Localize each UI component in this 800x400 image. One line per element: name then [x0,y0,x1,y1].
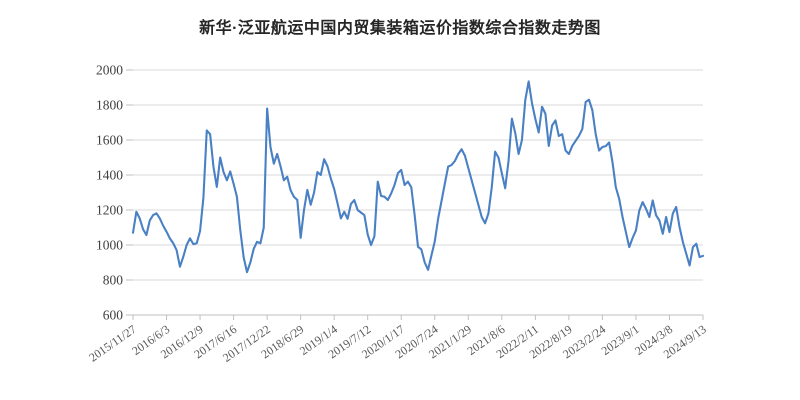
y-tick-label: 1200 [96,203,123,218]
chart-title: 新华·泛亚航运中国内贸集装箱运价指数综合指数走势图 [199,20,601,37]
y-tick-label: 2000 [96,63,123,78]
x-tick-label: 2015/11/27 [86,322,138,365]
y-tick-label: 1800 [96,98,123,113]
y-tick-label: 1000 [96,238,123,253]
composite-index-series-line [131,80,705,274]
y-tick-label: 800 [103,273,124,288]
y-tick-label: 600 [103,308,124,323]
y-tick-label: 1600 [96,133,123,148]
x-tick-label: 2023/9/1 [599,322,642,358]
y-tick-label: 1400 [96,168,123,183]
